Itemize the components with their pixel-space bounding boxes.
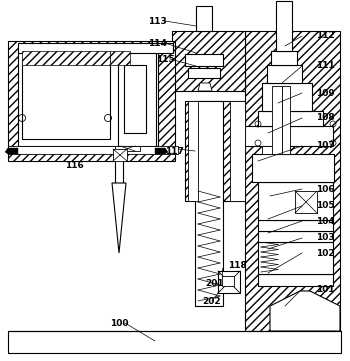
Bar bbox=[230, 101, 245, 201]
Bar bbox=[258, 111, 323, 126]
Text: 111: 111 bbox=[316, 61, 335, 70]
Text: 113: 113 bbox=[148, 17, 167, 26]
Bar bbox=[188, 68, 220, 78]
Bar bbox=[8, 146, 178, 154]
Text: 105: 105 bbox=[316, 201, 335, 210]
Polygon shape bbox=[115, 146, 140, 151]
Text: 117: 117 bbox=[165, 147, 184, 156]
Bar bbox=[118, 51, 156, 146]
Bar bbox=[278, 146, 290, 154]
Text: 115: 115 bbox=[156, 55, 175, 64]
Bar bbox=[110, 51, 130, 65]
Polygon shape bbox=[165, 148, 168, 154]
Polygon shape bbox=[270, 291, 340, 331]
Bar bbox=[267, 65, 302, 83]
Text: 103: 103 bbox=[316, 234, 335, 243]
Bar bbox=[22, 51, 110, 65]
Bar bbox=[282, 86, 290, 154]
Bar bbox=[295, 191, 317, 213]
Bar bbox=[172, 31, 245, 91]
Bar bbox=[188, 101, 198, 201]
Text: 106: 106 bbox=[316, 184, 335, 193]
Text: 100: 100 bbox=[110, 318, 128, 327]
Bar bbox=[218, 271, 240, 293]
Bar bbox=[262, 146, 277, 154]
Text: 114: 114 bbox=[148, 39, 167, 48]
Bar bbox=[271, 51, 297, 65]
Text: 102: 102 bbox=[316, 248, 335, 257]
Bar bbox=[222, 276, 234, 286]
Bar bbox=[252, 154, 334, 182]
Bar bbox=[18, 43, 173, 53]
Polygon shape bbox=[5, 148, 8, 154]
Text: 201: 201 bbox=[205, 278, 224, 287]
Polygon shape bbox=[8, 148, 18, 154]
Bar bbox=[196, 6, 212, 31]
Text: 104: 104 bbox=[316, 217, 335, 226]
Bar bbox=[115, 151, 123, 183]
Text: 101: 101 bbox=[316, 284, 335, 293]
Bar bbox=[113, 149, 127, 161]
Polygon shape bbox=[198, 83, 212, 91]
Bar bbox=[8, 331, 341, 353]
Text: 118: 118 bbox=[228, 261, 247, 270]
Bar bbox=[258, 231, 333, 242]
Text: 116: 116 bbox=[65, 161, 84, 170]
Text: 108: 108 bbox=[316, 113, 335, 122]
Polygon shape bbox=[185, 101, 245, 201]
Bar bbox=[276, 1, 292, 51]
Bar bbox=[258, 220, 333, 231]
Bar bbox=[245, 31, 340, 331]
Bar bbox=[185, 54, 223, 66]
Bar bbox=[8, 41, 175, 161]
Text: 107: 107 bbox=[316, 142, 335, 151]
Text: 109: 109 bbox=[316, 88, 335, 97]
Bar bbox=[22, 59, 110, 139]
Polygon shape bbox=[155, 148, 165, 154]
Bar bbox=[258, 274, 333, 286]
Text: 112: 112 bbox=[316, 31, 335, 40]
Bar bbox=[258, 182, 333, 220]
Bar bbox=[272, 86, 282, 154]
Bar bbox=[258, 242, 333, 274]
Bar bbox=[245, 126, 333, 146]
Bar bbox=[262, 83, 312, 111]
Polygon shape bbox=[112, 183, 126, 253]
Text: 202: 202 bbox=[202, 296, 220, 305]
Bar bbox=[195, 101, 223, 306]
Bar bbox=[18, 51, 158, 146]
Bar bbox=[124, 65, 146, 133]
